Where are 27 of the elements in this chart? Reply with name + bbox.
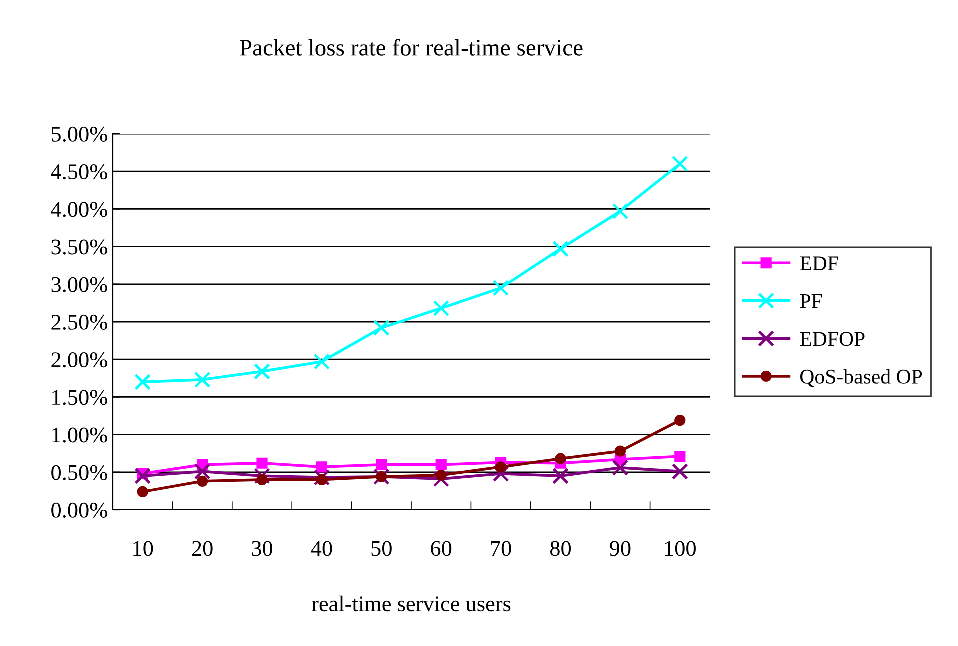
chart-title: Packet loss rate for real-time service xyxy=(240,39,583,56)
x-tick-label: 30 xyxy=(252,541,273,556)
x-tick-label: 10 xyxy=(134,541,154,556)
legend-label: PF xyxy=(800,294,822,308)
x-tick-label: 60 xyxy=(431,541,452,556)
legend-label: EDFOP xyxy=(800,332,865,346)
x-tick-label: 20 xyxy=(192,541,213,556)
x-tick-label: 100 xyxy=(665,541,696,556)
y-tick-label: 2.50% xyxy=(52,314,108,330)
x-tick-label: 80 xyxy=(550,541,572,556)
x-tick-label: 70 xyxy=(491,541,512,556)
y-tick-label: 0.00% xyxy=(52,502,108,518)
y-tick-label: 1.00% xyxy=(52,428,108,443)
y-tick-label: 3.50% xyxy=(52,240,108,255)
y-tick-label: 4.00% xyxy=(51,202,108,218)
legend-label: QoS-based OP xyxy=(800,369,922,388)
y-tick-label: 2.00% xyxy=(52,352,108,368)
y-tick-label: 0.50% xyxy=(52,465,108,480)
y-tick-label: 5.00% xyxy=(52,126,108,142)
x-tick-label: 50 xyxy=(372,541,392,556)
legend-label: EDF xyxy=(800,256,838,270)
y-tick-label: 4.50% xyxy=(51,164,108,180)
x-tick-label: 40 xyxy=(311,541,332,556)
y-tick-label: 1.50% xyxy=(52,390,108,406)
x-axis-title: real-time service users xyxy=(312,596,511,612)
x-tick-label: 90 xyxy=(610,541,631,556)
y-tick-label: 3.00% xyxy=(52,277,108,292)
